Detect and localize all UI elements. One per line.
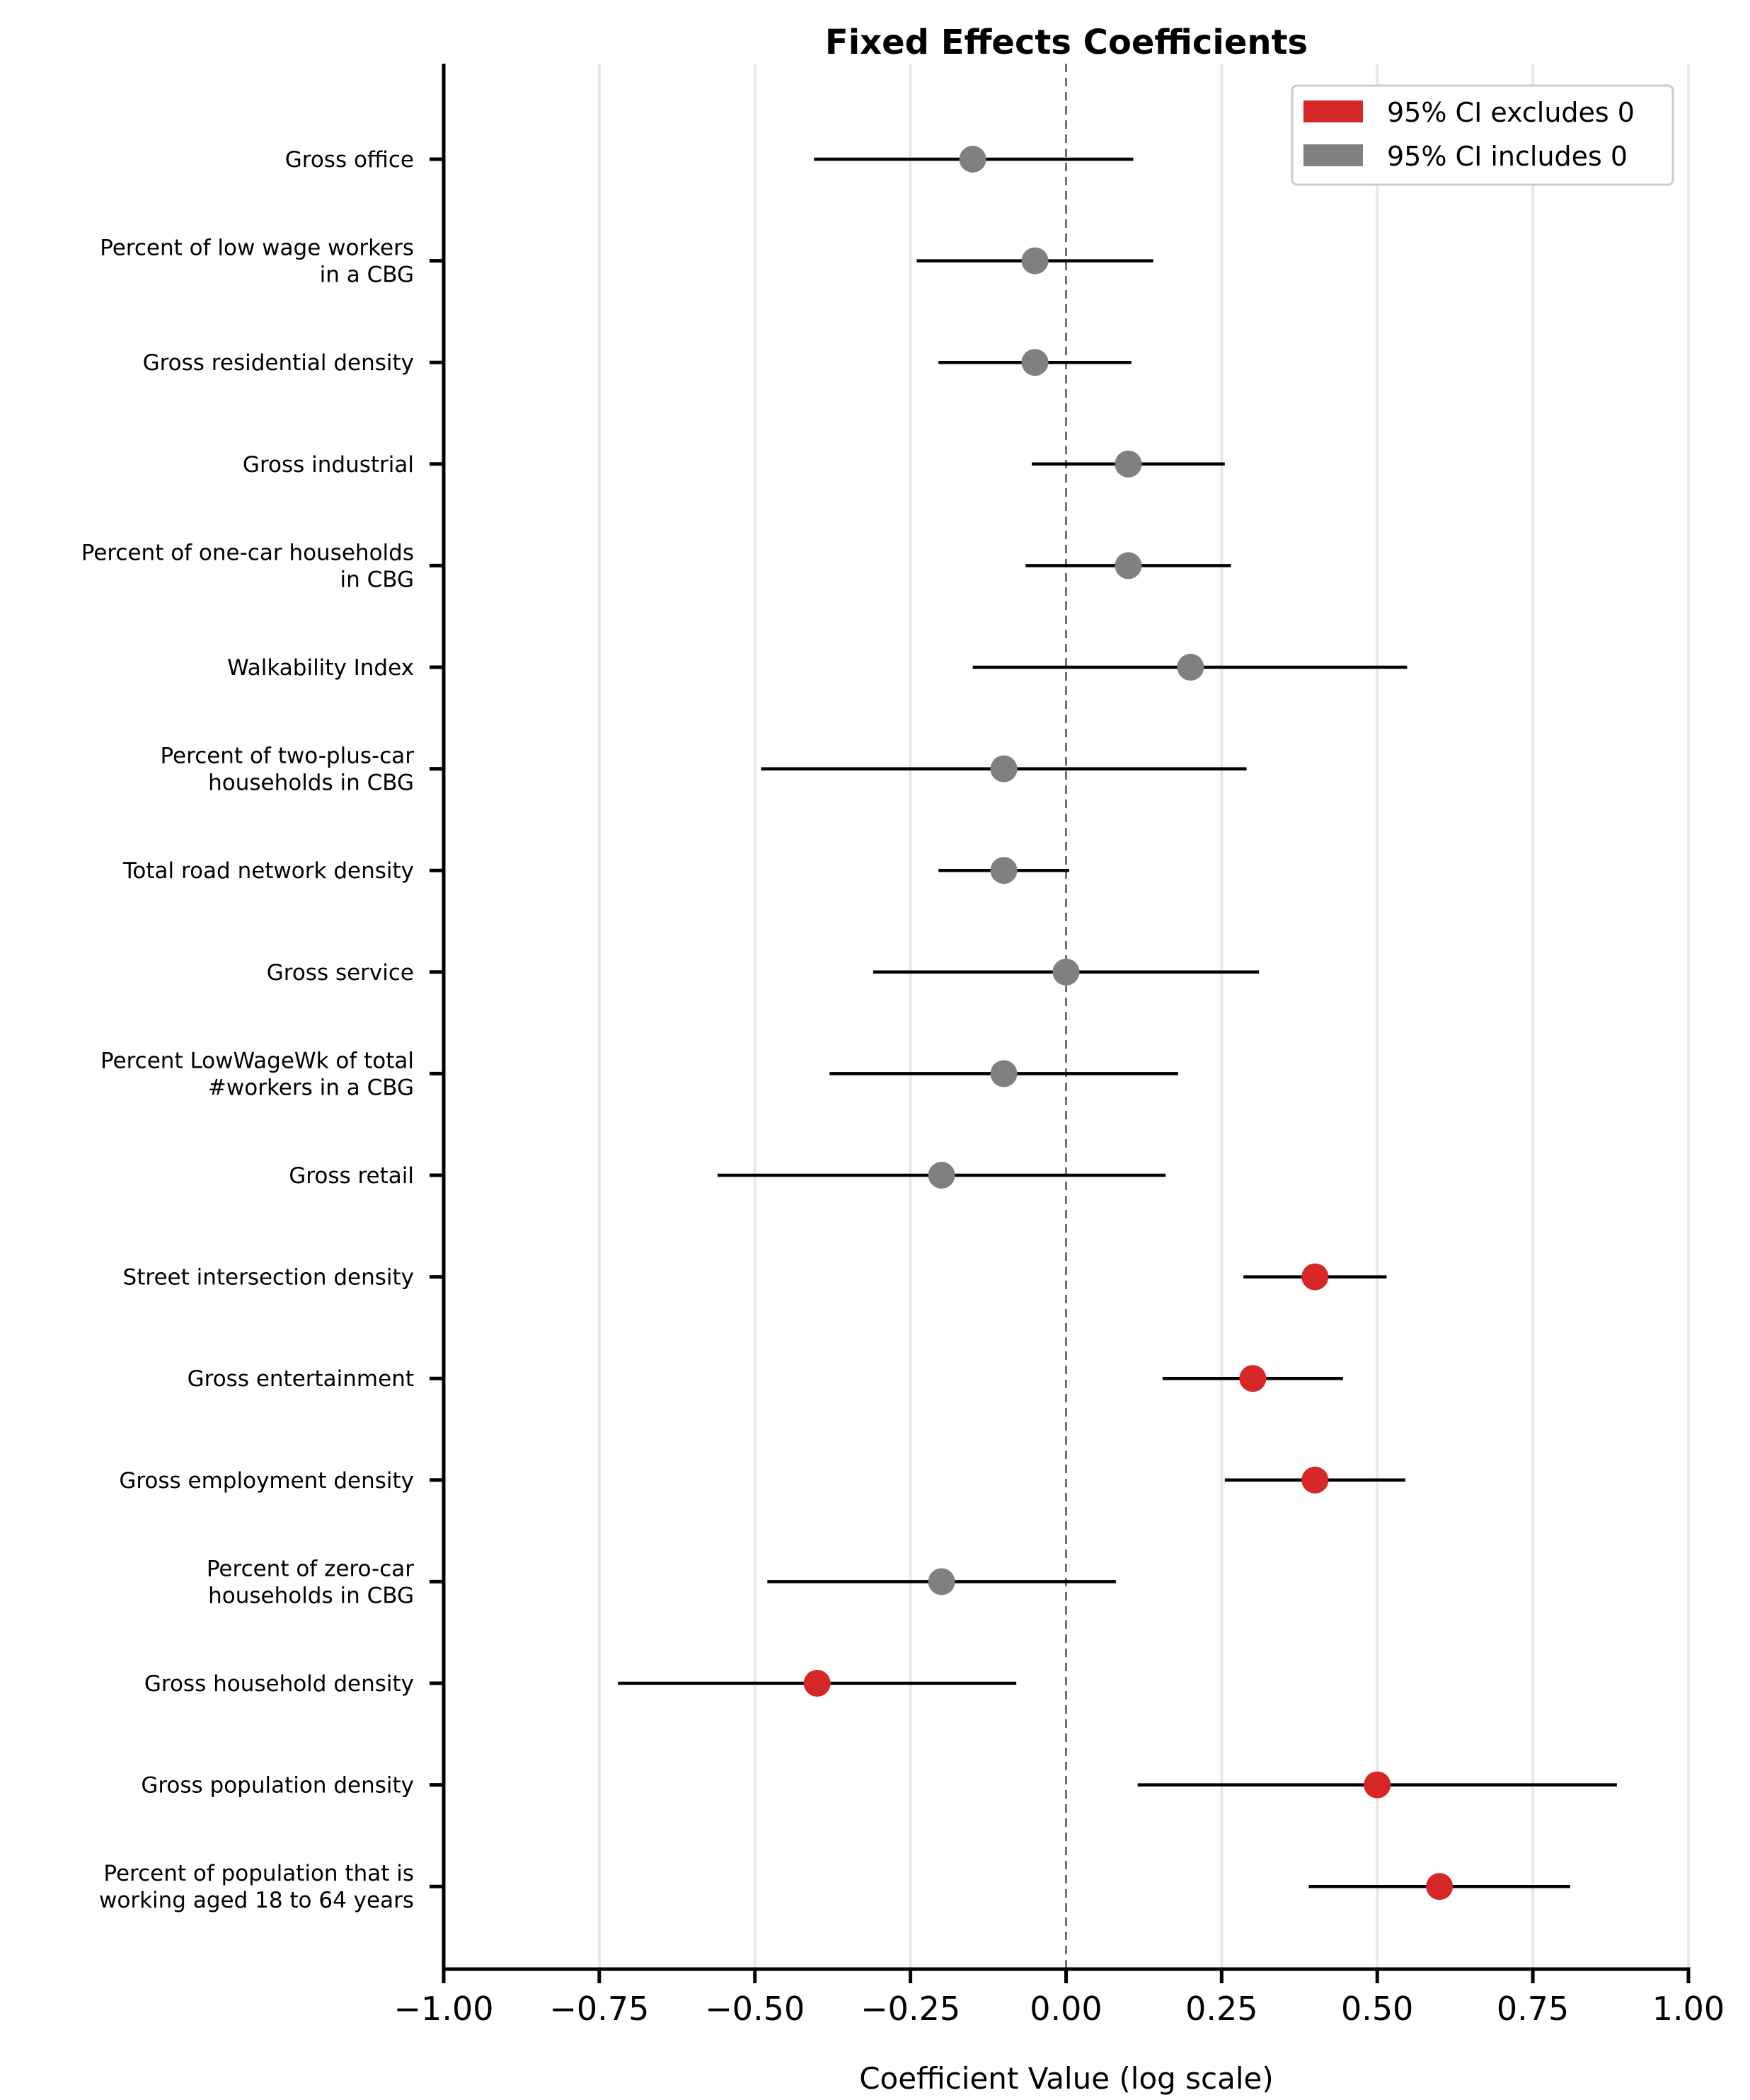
x-tick-label: 0.00 <box>1030 1990 1102 2028</box>
y-tick-label: Percent of two-plus-car <box>160 744 414 769</box>
point-not-significant <box>990 1060 1018 1088</box>
y-tick-label: Percent of zero-car <box>207 1556 414 1581</box>
chart-title: Fixed Effects Coefficients <box>825 23 1308 62</box>
x-tick-label: 0.50 <box>1341 1990 1413 2028</box>
x-tick-label: −1.00 <box>394 1990 494 2028</box>
legend-swatch-excludes-zero <box>1303 100 1363 122</box>
y-tick-label: #workers in a CBG <box>208 1075 414 1100</box>
x-tick-label: −0.75 <box>549 1990 649 2028</box>
point-not-significant <box>928 1568 955 1596</box>
x-tick-label: −0.25 <box>860 1990 960 2028</box>
y-tick-label: Gross retail <box>289 1163 414 1189</box>
y-tick-label: Total road network density <box>122 858 414 884</box>
y-tick-label: working aged 18 to 64 years <box>99 1888 414 1913</box>
point-not-significant <box>1021 349 1049 376</box>
legend-swatch-includes-zero <box>1303 144 1363 166</box>
y-tick-label: Percent LowWageWk of total <box>100 1048 414 1073</box>
y-tick-label: Gross residential density <box>143 350 414 376</box>
point-not-significant <box>1052 958 1080 986</box>
point-not-significant <box>1021 247 1049 275</box>
point-significant <box>1239 1365 1267 1392</box>
legend: 95% CI excludes 0 95% CI includes 0 <box>1291 84 1674 186</box>
y-tick-label: Percent of one-car households <box>81 540 414 565</box>
x-tick-label: 0.25 <box>1185 1990 1257 2028</box>
y-tick-label: households in CBG <box>208 1583 414 1608</box>
y-tick-label: households in CBG <box>208 771 414 796</box>
y-tick-label: Gross service <box>267 960 414 986</box>
point-not-significant <box>990 857 1018 884</box>
y-tick-label: in a CBG <box>320 262 414 288</box>
point-not-significant <box>928 1162 955 1189</box>
y-tick-label: Gross office <box>285 147 414 173</box>
point-not-significant <box>1115 552 1142 579</box>
x-tick-label: −0.50 <box>705 1990 805 2028</box>
point-significant <box>1364 1771 1391 1799</box>
point-significant <box>1301 1466 1329 1494</box>
y-tick-label: Street intersection density <box>123 1265 414 1291</box>
x-axis-tick-labels: −1.00 −0.75 −0.50 −0.25 0.00 0.25 0.50 0.75 1.00 <box>394 1990 1725 2028</box>
point-not-significant <box>1177 654 1204 681</box>
point-significant <box>1301 1263 1329 1291</box>
axes <box>430 64 1691 1983</box>
y-tick-label: Gross entertainment <box>188 1366 414 1392</box>
point-not-significant <box>959 146 986 173</box>
point-significant <box>1426 1873 1453 1900</box>
y-tick-label: Percent of population that is <box>103 1861 414 1886</box>
y-tick-label: Walkability Index <box>227 655 414 681</box>
gridlines <box>442 64 1690 1969</box>
y-tick-label: Gross household density <box>144 1671 414 1697</box>
legend-label-includes-zero: 95% CI includes 0 <box>1387 141 1628 172</box>
y-tick-label: in CBG <box>340 567 414 592</box>
legend-frame <box>1291 84 1674 186</box>
legend-label-excludes-zero: 95% CI excludes 0 <box>1387 97 1635 128</box>
x-tick-label: 1.00 <box>1652 1990 1725 2028</box>
coefficient-points <box>803 146 1453 1900</box>
y-tick-label: Gross employment density <box>119 1468 414 1494</box>
point-not-significant <box>990 755 1018 783</box>
x-axis-label: Coefficient Value (log scale) <box>859 2061 1274 2096</box>
y-tick-label: Gross population density <box>141 1773 414 1799</box>
x-tick-label: 0.75 <box>1497 1990 1569 2028</box>
point-significant <box>803 1670 831 1697</box>
y-tick-label: Gross industrial <box>243 452 414 478</box>
confidence-intervals <box>618 157 1617 1888</box>
point-not-significant <box>1115 450 1142 478</box>
y-tick-label: Percent of low wage workers <box>100 236 414 261</box>
